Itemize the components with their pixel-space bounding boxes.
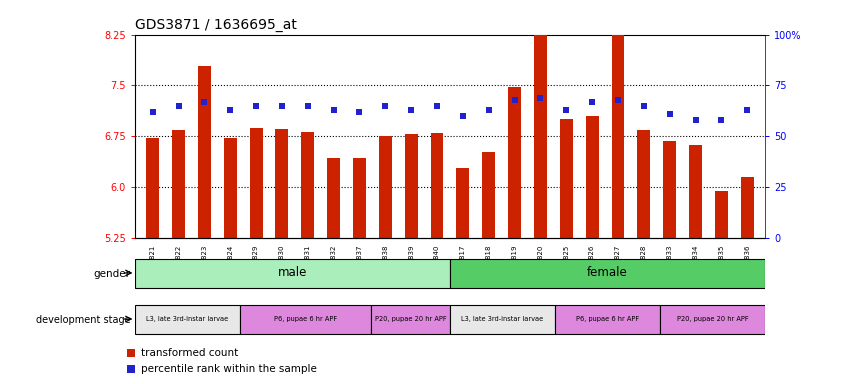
- Text: P20, pupae 20 hr APF: P20, pupae 20 hr APF: [375, 316, 447, 322]
- Text: GDS3871 / 1636695_at: GDS3871 / 1636695_at: [135, 18, 296, 32]
- Point: [637, 103, 651, 109]
- Text: transformed count: transformed count: [140, 348, 238, 358]
- Point: [534, 94, 547, 101]
- Text: P20, pupae 20 hr APF: P20, pupae 20 hr APF: [677, 316, 748, 322]
- Text: P6, pupae 6 hr APF: P6, pupae 6 hr APF: [576, 316, 639, 322]
- Bar: [611, 23, 624, 238]
- Point: [224, 107, 237, 113]
- Point: [352, 109, 366, 115]
- Point: [249, 103, 262, 109]
- Point: [689, 117, 702, 123]
- Bar: [378, 136, 392, 238]
- Point: [508, 97, 521, 103]
- Bar: [371, 305, 450, 334]
- Point: [482, 107, 495, 113]
- Bar: [482, 152, 495, 238]
- Point: [378, 103, 392, 109]
- Bar: [560, 119, 573, 238]
- Point: [327, 107, 341, 113]
- Bar: [715, 190, 727, 238]
- Bar: [457, 168, 469, 238]
- Bar: [353, 158, 366, 238]
- Bar: [637, 129, 650, 238]
- Point: [198, 99, 211, 105]
- Point: [172, 103, 185, 109]
- Point: [740, 107, 754, 113]
- Bar: [405, 134, 418, 238]
- Bar: [741, 177, 754, 238]
- Text: female: female: [587, 266, 628, 280]
- Point: [456, 113, 469, 119]
- Bar: [135, 305, 240, 334]
- Bar: [534, 25, 547, 238]
- Point: [715, 117, 728, 123]
- Text: L3, late 3rd-instar larvae: L3, late 3rd-instar larvae: [462, 316, 543, 322]
- Point: [585, 99, 599, 105]
- Point: [146, 109, 160, 115]
- Bar: [276, 129, 288, 238]
- Point: [275, 103, 288, 109]
- Point: [611, 97, 625, 103]
- Text: P6, pupae 6 hr APF: P6, pupae 6 hr APF: [274, 316, 337, 322]
- Bar: [585, 116, 599, 238]
- Bar: [301, 132, 315, 238]
- Bar: [198, 66, 211, 238]
- Bar: [327, 158, 340, 238]
- Bar: [224, 138, 236, 238]
- Text: development stage: development stage: [35, 314, 130, 325]
- Point: [405, 107, 418, 113]
- Point: [301, 103, 315, 109]
- Text: L3, late 3rd-instar larvae: L3, late 3rd-instar larvae: [146, 316, 228, 322]
- Bar: [240, 305, 371, 334]
- Bar: [450, 305, 555, 334]
- Point: [431, 103, 444, 109]
- Text: percentile rank within the sample: percentile rank within the sample: [140, 364, 316, 374]
- Text: gender: gender: [93, 268, 130, 279]
- Point: [559, 107, 573, 113]
- Bar: [664, 141, 676, 238]
- Bar: [689, 145, 702, 238]
- Bar: [555, 305, 660, 334]
- Bar: [508, 88, 521, 238]
- Point: [663, 111, 676, 117]
- Bar: [431, 133, 443, 238]
- Bar: [250, 127, 262, 238]
- Bar: [450, 259, 765, 288]
- Bar: [135, 259, 450, 288]
- Bar: [660, 305, 765, 334]
- Bar: [146, 138, 159, 238]
- Bar: [172, 129, 185, 238]
- Text: male: male: [278, 266, 307, 280]
